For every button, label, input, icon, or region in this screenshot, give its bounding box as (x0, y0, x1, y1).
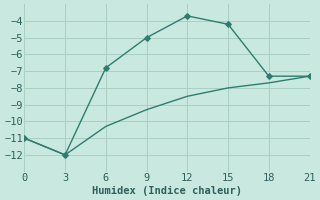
X-axis label: Humidex (Indice chaleur): Humidex (Indice chaleur) (92, 186, 242, 196)
